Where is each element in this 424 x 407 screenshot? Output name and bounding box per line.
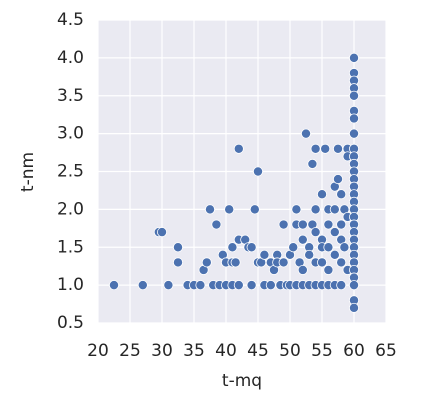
x-tick-label: 65: [375, 341, 397, 361]
point: [336, 257, 347, 268]
x-tick-label: 50: [279, 341, 301, 361]
x-tick-label: 30: [151, 341, 173, 361]
point: [336, 219, 347, 230]
x-tick-label: 40: [215, 341, 237, 361]
point: [320, 143, 331, 154]
point: [246, 242, 257, 253]
y-tick-label: 0.5: [57, 313, 84, 333]
point: [300, 128, 311, 139]
point: [348, 90, 359, 101]
point: [156, 227, 167, 238]
point: [297, 219, 308, 230]
y-tick-label: 1.5: [57, 237, 84, 257]
point: [304, 249, 315, 260]
point: [109, 280, 120, 291]
point: [332, 143, 343, 154]
point: [316, 189, 327, 200]
point: [336, 280, 347, 291]
point: [259, 249, 270, 260]
point: [310, 204, 321, 215]
point: [336, 189, 347, 200]
y-tick-label: 2.0: [57, 199, 84, 219]
y-tick-label: 4.5: [57, 10, 84, 30]
point: [307, 158, 318, 169]
y-tick-label: 3.0: [57, 124, 84, 144]
point: [323, 242, 334, 253]
x-axis-label: t-mq: [222, 371, 262, 391]
point: [172, 257, 183, 268]
y-tick-label: 1.0: [57, 275, 84, 295]
y-tick-label: 3.5: [57, 86, 84, 106]
point: [249, 204, 260, 215]
point: [233, 280, 244, 291]
point: [348, 113, 359, 124]
y-tick-label: 2.5: [57, 162, 84, 182]
point: [329, 227, 340, 238]
point: [137, 280, 148, 291]
point: [291, 204, 302, 215]
point: [230, 257, 241, 268]
x-tick-label: 45: [247, 341, 269, 361]
point: [172, 242, 183, 253]
point: [339, 242, 350, 253]
point: [348, 280, 359, 291]
x-tick-label: 55: [311, 341, 333, 361]
point: [195, 280, 206, 291]
point: [297, 264, 308, 275]
point: [246, 280, 257, 291]
point: [278, 257, 289, 268]
x-tick-label: 35: [183, 341, 205, 361]
point: [201, 257, 212, 268]
x-tick-label: 20: [87, 341, 109, 361]
point: [348, 302, 359, 313]
point: [310, 143, 321, 154]
point: [288, 242, 299, 253]
point: [348, 128, 359, 139]
point: [310, 227, 321, 238]
point: [252, 166, 263, 177]
point: [211, 219, 222, 230]
point: [332, 174, 343, 185]
point: [278, 219, 289, 230]
point: [316, 257, 327, 268]
point: [204, 204, 215, 215]
point: [233, 143, 244, 154]
point: [329, 249, 340, 260]
point: [265, 280, 276, 291]
x-tick-label: 60: [343, 341, 365, 361]
y-axis-label: t-nm: [18, 152, 38, 192]
point: [348, 52, 359, 63]
point: [227, 242, 238, 253]
point: [323, 264, 334, 275]
y-tick-label: 4.0: [57, 48, 84, 68]
point: [329, 204, 340, 215]
point: [323, 219, 334, 230]
x-tick-label: 25: [119, 341, 141, 361]
point: [163, 280, 174, 291]
point: [297, 234, 308, 245]
point: [224, 204, 235, 215]
